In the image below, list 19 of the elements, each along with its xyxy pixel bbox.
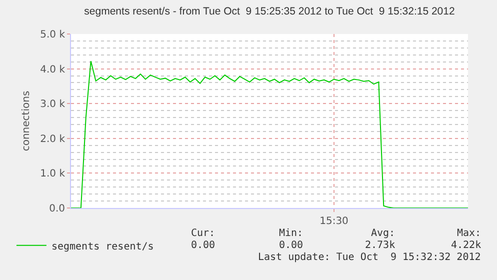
text: Avg: <box>371 228 396 239</box>
y-tick-label: 0.0 <box>49 204 65 214</box>
chart-title: segments resent/s - from Tue Oct 9 15:25:35 2012 to Tue Oct 9 15:32:15 2012 <box>84 5 455 18</box>
text: 0.00 <box>191 240 216 251</box>
y-tick-label: 2.0 k <box>40 134 66 145</box>
y-tick-label: 4.0 k <box>40 64 66 76</box>
text: 2.73k <box>365 240 396 251</box>
y-tick-label: 5.0 k <box>40 30 66 40</box>
text: Cur: <box>191 228 216 239</box>
y-axis-title: connections <box>21 90 32 152</box>
legend-label: segments resent/s <box>51 241 154 252</box>
y-tick-label: 3.0 k <box>40 99 66 110</box>
y-tick-label: 1.0 k <box>40 168 66 180</box>
text: Max: <box>457 228 482 239</box>
text: Last update: Tue Oct 9 15:32:32 2012 <box>258 252 481 263</box>
text: 0.00 <box>279 240 304 251</box>
x-tick-label: 15:30 <box>320 216 348 227</box>
text: Min: <box>279 228 304 239</box>
text: 4.22k <box>451 240 482 251</box>
